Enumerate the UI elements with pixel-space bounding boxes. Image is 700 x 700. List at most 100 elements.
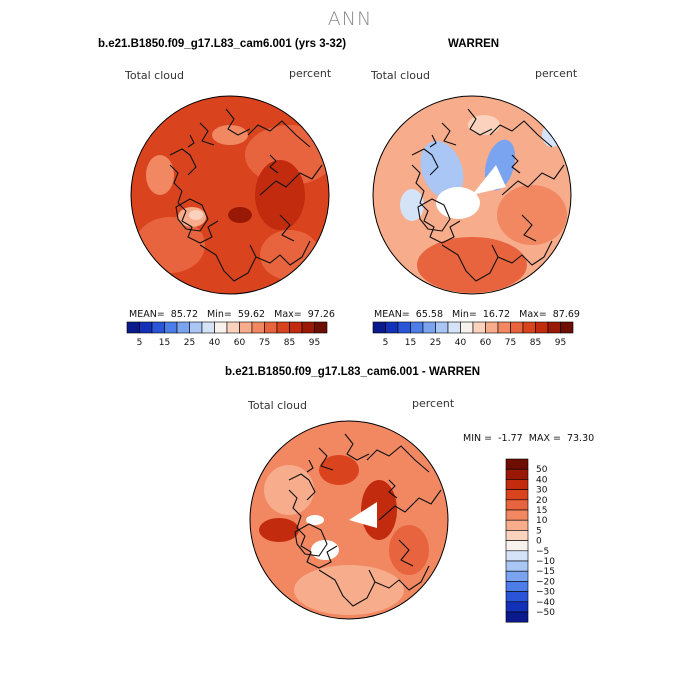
panel2-colorbar-tick-label: 40 [455,338,467,348]
panel1-map-coastline [255,240,311,266]
panel2-map-coastline [521,214,537,242]
panel2-stats: MEAN= 65.58 Min= 16.72 Max= 87.69 [374,309,580,320]
panel2-map-coastline [511,154,521,174]
panel2-colorbar-box-6 [447,321,461,334]
panel3-max-value: 73.30 [566,433,595,444]
panel3-map-coastline [318,447,334,471]
panel1-mean-label: MEAN= [129,309,165,320]
panel1-colorbar-box-14 [301,321,315,334]
panel1-map-coastline [259,164,323,196]
panel2-colorbar-box-2 [397,321,411,334]
panel2-colorbar-box-1 [385,321,399,334]
panel1-map-coastline [169,148,197,176]
panel2-colorbar-box-14 [547,321,561,334]
panel3-map-coastline [294,523,328,557]
panel2-colorbar-box-9 [485,321,499,334]
panel3-map-coastlines [288,433,442,607]
panel1-colorbar-box-12 [276,321,290,334]
panel1-colorbar-box-0 [126,321,140,334]
panel3-colorbar-tick-label: −5 [536,547,549,557]
panel2-min-label: Min= [452,309,477,320]
panel3-colorbar-box-4 [505,499,529,511]
panel1-colorbar-box-1 [139,321,153,334]
panel3-colorbar-box-14 [505,601,529,613]
panel3-colorbar-tick-label: −20 [536,577,555,587]
panel3-colorbar-box-2 [505,479,529,490]
panel2-colorbar-box-8 [472,321,486,334]
panel2-map-coastline [411,164,461,244]
panel1-colorbar-box-3 [164,321,178,334]
panel2-mean-label: MEAN= [374,309,410,320]
panel2-variable-label: Total cloud [371,69,430,82]
panel1-min-value: 59.62 [237,309,266,320]
panel2-colorbar: 5 15 25 40 60 75 85 95 [372,321,574,348]
panel3-map-coastline [288,489,338,569]
panel3-stats: MIN = -1.77 MAX = 73.30 [463,433,594,444]
panel1-mean-value: 85.72 [170,309,198,320]
panel3-map-field [250,421,448,619]
panel2-mean-value: 65.58 [415,309,443,320]
panel2-colorbar-tick-label: 75 [505,338,516,348]
panel1-colorbar-box-2 [151,321,165,334]
panel3-map-rim [249,420,449,620]
panel3-colorbar-tick-label: −50 [536,608,555,618]
panel3-colorbar-box-9 [505,550,529,562]
panel2-colorbar-tick-label: 5 [383,338,389,348]
panel3-units-label: percent [412,397,455,410]
panel3-title: b.e21.B1850.f09_g17.L83_cam6.001 - WARRE… [225,366,481,378]
panel2-colorbar-box-15 [560,321,574,334]
panel1-colorbar-box-13 [289,321,303,334]
panel3-colorbar-box-10 [505,560,529,572]
panel3-colorbar-box-5 [505,509,529,521]
panel2-colorbar-box-4 [422,321,436,334]
panel2-colorbar-tick-label: 85 [530,338,541,348]
panel3-map-coastline [374,565,430,591]
panel3-colorbar-box-0 [505,458,529,470]
panel2-min-value: 16.72 [482,309,511,320]
panel1-colorbar-box-8 [226,321,240,334]
panel3-colorbar-tick-label: 10 [536,516,548,526]
panel1-colorbar-box-4 [176,321,190,334]
panel3-colorbar-box-1 [505,468,529,480]
panel1-min-label: Min= [207,309,232,320]
panel3-polar-map [249,420,449,620]
panel2-map-coastline [497,240,553,266]
panel1-max-value: 97.26 [307,309,335,320]
panel1-colorbar-box-11 [264,321,278,334]
panel1-colorbar-tick-label: 40 [209,338,221,348]
panel2-colorbar-box-3 [410,321,424,334]
panel1-colorbar-box-10 [251,321,265,334]
panel1-colorbar-tick-label: 85 [284,338,295,348]
panel1-stats: MEAN= 85.72 Min= 59.62 Max= 97.26 [129,309,335,320]
panel1-colorbar-tick-label: 5 [137,338,143,348]
panel1-units-label: percent [289,67,332,80]
panel3-map-coastline [398,539,414,567]
panel3-map-coastline [388,479,398,499]
panel2-map-coastline [417,198,451,232]
panel2-map-coastlines [411,108,565,282]
panel3-map-coastline [344,433,370,461]
panel2-colorbar-box-7 [460,321,474,334]
panel1-colorbar: 5 15 25 40 60 75 85 95 [126,321,328,348]
panel2-max-value: 87.69 [552,309,580,320]
panel3-colorbar-box-13 [505,591,529,603]
panel2-map-rim [372,95,572,295]
panel3-colorbar-tick-label: 5 [536,526,542,536]
panel1-map-coastline [175,198,209,232]
panel3-colorbar-tick-label: 0 [536,537,542,547]
panel2-colorbar-tick-label: 25 [430,338,441,348]
panel3-colorbar-box-8 [505,540,529,552]
panel2-colorbar-box-5 [435,321,449,334]
panel1-map-coastline [279,214,295,242]
panel3-colorbar-tick-label: 20 [536,496,548,506]
panel3-colorbar-box-7 [505,530,529,541]
panel3-min-value: -1.77 [498,433,523,444]
panel1-polar-map [130,95,330,295]
panel3-map-coastline [366,445,430,473]
panel1-colorbar-box-6 [201,321,215,334]
panel2-colorbar-box-0 [372,321,386,334]
panel3-colorbar-tick-label: 50 [536,465,548,475]
panel3-map-coastline [306,459,314,473]
panel1-map-coastline [225,108,251,136]
